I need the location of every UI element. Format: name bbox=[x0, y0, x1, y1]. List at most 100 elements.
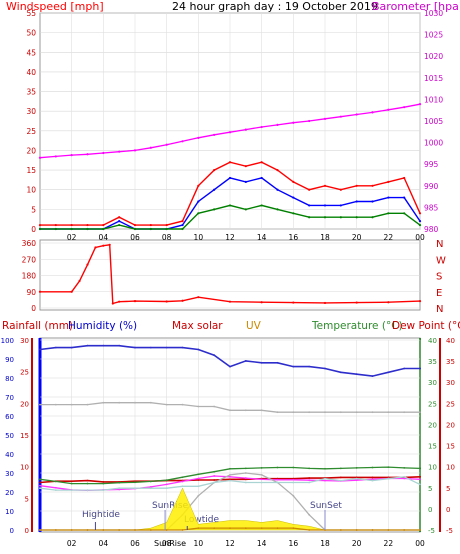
dewpoint-tick-label: 0 bbox=[446, 506, 450, 514]
wind-point-gust bbox=[149, 223, 152, 227]
graph-title: 24 hour graph day : 19 October 2019 bbox=[172, 0, 378, 13]
windspeed-axis-label: Windspeed [mph] bbox=[6, 0, 104, 13]
climate-point-max_solar bbox=[371, 411, 374, 414]
dir-point-winddir bbox=[355, 301, 358, 304]
wind-point-baro bbox=[86, 153, 89, 156]
wind-point-windlow bbox=[292, 212, 295, 215]
baro-tick-label: 1010 bbox=[424, 95, 443, 104]
climate-point-dewpoint bbox=[355, 479, 358, 482]
wind-point-windlow bbox=[371, 216, 374, 219]
climate-point-dewpoint bbox=[324, 479, 326, 482]
climate-point-max_solar bbox=[70, 403, 73, 406]
wind-point-baro bbox=[276, 123, 279, 126]
climate-point-max_solar bbox=[134, 401, 136, 404]
climate-point-uv bbox=[276, 527, 279, 529]
dir-series-winddir bbox=[40, 244, 421, 305]
legend-dewpoint: Dew Point (°C) bbox=[392, 320, 460, 332]
climate-point-humidity bbox=[70, 346, 73, 349]
humidity-tick-label: 50 bbox=[5, 432, 14, 440]
wind-point-baro bbox=[292, 121, 295, 124]
temp-tick-label: 35 bbox=[428, 358, 437, 366]
climate-x-tick-label: 22 bbox=[384, 539, 394, 548]
wind-point-baro bbox=[133, 149, 137, 152]
climate-point-uv bbox=[419, 529, 421, 531]
climate-point-uv bbox=[292, 527, 295, 529]
climate-point-humidity bbox=[86, 344, 89, 347]
wind-point-gust bbox=[418, 212, 422, 215]
rain-tick-label: 15 bbox=[20, 432, 29, 440]
dir-point-winddir bbox=[108, 243, 111, 246]
climate-point-uv bbox=[371, 529, 374, 531]
dir-point-winddir bbox=[94, 246, 97, 249]
temp-tick-label: 5 bbox=[428, 485, 432, 493]
wind-tick-label: 15 bbox=[26, 166, 36, 175]
wind-point-gust bbox=[86, 223, 89, 227]
wind-point-windlow bbox=[387, 212, 390, 215]
climate-point-rain bbox=[308, 477, 311, 479]
wind-point-gust bbox=[133, 223, 137, 227]
dir-point-winddir bbox=[387, 301, 390, 304]
wind-point-wind bbox=[418, 220, 422, 223]
climate-point-temperature bbox=[292, 466, 295, 469]
climate-point-rain bbox=[213, 479, 216, 481]
humidity-tick-label: 80 bbox=[5, 375, 14, 383]
climate-point-ext_temp bbox=[419, 483, 421, 486]
climate-point-humidity bbox=[355, 373, 358, 376]
climate-point-ext_temp bbox=[149, 487, 152, 490]
climate-point-humidity bbox=[165, 346, 168, 349]
wind-point-gust bbox=[70, 223, 73, 227]
wind-point-windlow bbox=[149, 227, 152, 231]
wind-x-tick-label: 18 bbox=[320, 233, 330, 242]
dewpoint-tick-label: 25 bbox=[446, 400, 455, 408]
climate-point-humidity bbox=[419, 367, 421, 370]
climate-point-max_solar bbox=[197, 405, 200, 408]
wind-point-wind bbox=[308, 204, 311, 207]
wind-point-windlow bbox=[133, 227, 137, 231]
wind-tick-label: 40 bbox=[26, 68, 36, 77]
dir-point-winddir bbox=[133, 300, 137, 303]
climate-point-humidity bbox=[149, 346, 152, 349]
dir-point-winddir bbox=[38, 290, 42, 293]
wind-point-wind bbox=[355, 200, 358, 203]
legend-rainfall: Rainfall (mm) bbox=[2, 320, 73, 332]
wind-point-baro bbox=[308, 119, 311, 123]
climate-point-max_solar bbox=[54, 403, 57, 406]
wind-point-baro bbox=[54, 155, 57, 158]
wind-point-windlow bbox=[102, 227, 105, 231]
climate-point-temperature bbox=[339, 467, 342, 470]
climate-x-tick-label: 14 bbox=[257, 539, 267, 548]
wind-x-tick-label: 02 bbox=[67, 233, 77, 242]
climate-x-tick-label: 10 bbox=[194, 539, 204, 548]
baro-tick-label: 990 bbox=[424, 182, 439, 191]
dir-point-winddir bbox=[165, 300, 168, 303]
wind-x-tick-label: 10 bbox=[194, 233, 204, 242]
wind-point-baro bbox=[165, 143, 168, 146]
climate-point-dewpoint bbox=[213, 475, 216, 477]
climate-point-uv bbox=[339, 529, 342, 531]
climate-point-dewpoint bbox=[118, 488, 121, 491]
baro-tick-label: 985 bbox=[424, 203, 439, 212]
climate-point-ext_temp bbox=[403, 475, 406, 478]
climate-point-humidity bbox=[371, 375, 374, 377]
climate-point-rain bbox=[102, 480, 105, 483]
climate-point-dewpoint bbox=[260, 478, 263, 481]
climate-point-solar_curve bbox=[244, 472, 247, 474]
wind-point-gust bbox=[118, 216, 121, 219]
wind-point-baro bbox=[118, 150, 121, 153]
lowtide-label: Lowtide bbox=[184, 515, 219, 525]
climate-point-solar_curve bbox=[197, 494, 200, 497]
climate-point-temperature bbox=[102, 482, 105, 485]
wind-point-gust bbox=[213, 168, 216, 172]
climate-point-temperature bbox=[70, 482, 73, 485]
dir-compass-label: S bbox=[436, 272, 442, 283]
climate-point-ext_temp bbox=[165, 487, 168, 490]
climate-point-temperature bbox=[197, 473, 200, 476]
wind-point-baro bbox=[355, 113, 358, 116]
humidity-tick-label: 10 bbox=[5, 508, 14, 516]
humidity-tick-label: 90 bbox=[5, 356, 14, 364]
wind-point-gust bbox=[323, 184, 327, 187]
climate-x-tick-label: 08 bbox=[162, 539, 172, 548]
dir-point-winddir bbox=[118, 300, 121, 303]
climate-point-humidity bbox=[197, 348, 200, 351]
barometer-axis-label: Barometer [hpa] bbox=[372, 0, 460, 13]
